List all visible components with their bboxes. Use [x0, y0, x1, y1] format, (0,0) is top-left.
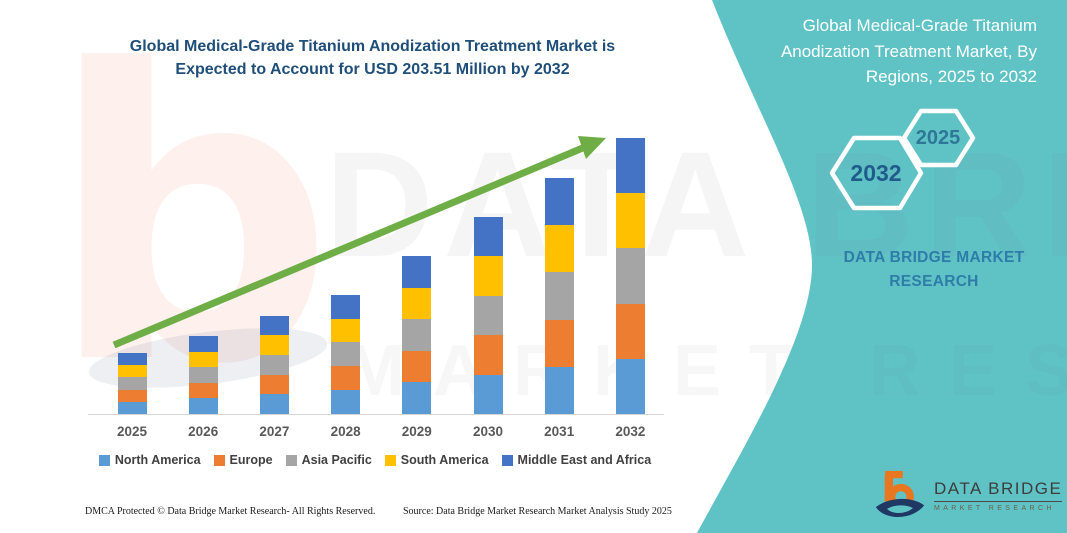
legend-swatch-icon	[501, 454, 513, 466]
bar-segment-2030-south-america	[473, 256, 503, 296]
bar-segment-2028-middle-east-and-africa	[331, 294, 361, 319]
bar-2025	[117, 352, 147, 414]
legend-item-north-america: North America	[98, 453, 201, 467]
bar-segment-2029-middle-east-and-africa	[402, 256, 432, 288]
bar-segment-2030-north-america	[473, 374, 503, 414]
bar-segment-2027-south-america	[259, 335, 289, 356]
bar-segment-2028-europe	[331, 366, 361, 391]
x-axis-label-2026: 2026	[188, 424, 219, 439]
bar-2030	[473, 216, 503, 414]
footer-source-text: Source: Data Bridge Market Research Mark…	[403, 506, 672, 517]
x-axis-label-2029: 2029	[401, 424, 432, 439]
bar-segment-2029-asia-pacific	[402, 319, 432, 351]
chart-legend: North America Europe Asia Pacific South Ame…	[75, 453, 675, 467]
bar-segment-2032-south-america	[615, 193, 645, 249]
bar-segment-2026-asia-pacific	[188, 367, 218, 383]
legend-label: Middle East and Africa	[517, 453, 652, 467]
bar-segment-2026-north-america	[188, 398, 218, 414]
bar-segment-2025-middle-east-and-africa	[117, 352, 147, 366]
footer-dmca-text: DMCA Protected © Data Bridge Market Rese…	[85, 506, 376, 517]
bar-segment-2032-asia-pacific	[615, 248, 645, 304]
legend-item-south-america: South America	[384, 453, 489, 467]
bar-2026	[188, 336, 218, 414]
company-logo-text: DATA BRIDGE MARKET RESEARCH	[934, 479, 1063, 512]
bar-segment-2028-south-america	[331, 318, 361, 343]
bar-segment-2030-middle-east-and-africa	[473, 216, 503, 257]
company-logo: DATA BRIDGE MARKET RESEARCH	[874, 468, 1063, 522]
legend-swatch-icon	[213, 454, 225, 466]
bar-segment-2029-europe	[402, 350, 432, 383]
legend-item-asia-pacific: Asia Pacific	[285, 453, 372, 467]
bar-2029	[402, 256, 432, 414]
legend-label: Europe	[229, 453, 273, 467]
bar-segment-2025-north-america	[117, 401, 147, 414]
legend-label: Asia Pacific	[301, 453, 372, 467]
hexagon-badge-2025: 2025	[900, 107, 976, 169]
chart-title: Global Medical-Grade Titanium Anodizatio…	[80, 36, 665, 81]
x-axis-label-2030: 2030	[472, 424, 504, 439]
bar-2028	[331, 294, 361, 414]
hexagon-2032-label: 2032	[850, 159, 902, 186]
legend-swatch-icon	[384, 454, 396, 466]
bar-segment-2025-south-america	[117, 365, 147, 378]
legend-item-middle-east-and-africa: Middle East and Africa	[501, 453, 652, 467]
bar-segment-2031-middle-east-and-africa	[544, 178, 574, 226]
x-axis-label-2028: 2028	[330, 424, 361, 439]
hexagon-badge-2032: 2032	[828, 134, 924, 212]
legend-label: North America	[114, 453, 201, 467]
bar-segment-2031-south-america	[544, 225, 574, 273]
side-panel-title: Global Medical-Grade Titanium Anodizatio…	[780, 16, 1037, 86]
bar-segment-2031-asia-pacific	[544, 272, 574, 320]
chart-title-line1: Global Medical-Grade Titanium Anodizatio…	[129, 38, 616, 55]
bar-2032	[615, 138, 645, 414]
bar-2027	[259, 315, 289, 414]
stacked-bar-plot-area	[88, 118, 664, 415]
hexagon-2025-label: 2025	[915, 126, 961, 149]
chart-title-line2: Expected to Account for USD 203.51 Milli…	[175, 60, 570, 78]
bar-segment-2026-south-america	[188, 351, 218, 368]
legend-swatch-icon	[98, 454, 110, 466]
bar-segment-2025-europe	[117, 389, 147, 402]
x-axis-label-2031: 2031	[544, 424, 575, 439]
bar-segment-2032-north-america	[615, 358, 645, 414]
company-logo-title: DATA BRIDGE	[934, 479, 1063, 502]
x-axis-label-2027: 2027	[259, 424, 290, 439]
bar-segment-2032-europe	[615, 303, 645, 359]
bar-segment-2031-europe	[544, 319, 574, 367]
brand-wordmark: DATA BRIDGE MARKET RESEARCH	[828, 246, 1040, 294]
bar-segment-2029-south-america	[402, 287, 432, 320]
bar-segment-2026-europe	[188, 382, 218, 399]
brand-wordmark-line1: DATA BRIDGE MARKET	[843, 249, 1025, 266]
bar-segment-2027-north-america	[259, 394, 289, 414]
brand-wordmark-line2: RESEARCH	[889, 273, 979, 291]
bar-segment-2025-asia-pacific	[117, 377, 147, 390]
bar-segment-2026-middle-east-and-africa	[188, 336, 218, 352]
bar-segment-2028-north-america	[331, 390, 361, 414]
x-axis-label-2025: 2025	[116, 424, 148, 439]
bar-segment-2027-middle-east-and-africa	[259, 315, 289, 336]
bar-segment-2030-asia-pacific	[473, 295, 503, 336]
bar-segment-2030-europe	[473, 335, 503, 375]
bar-segment-2032-middle-east-and-africa	[615, 138, 645, 194]
bar-segment-2028-asia-pacific	[331, 342, 361, 367]
x-axis-labels: 2025 2026 2027 2028 2029 2030 2031 2032	[88, 424, 664, 444]
bar-segment-2031-north-america	[544, 366, 574, 414]
legend-swatch-icon	[285, 454, 297, 466]
legend-item-europe: Europe	[213, 453, 273, 467]
hexagon-outline-icon	[829, 135, 924, 211]
dbmr-b-logo-icon	[875, 470, 925, 517]
bar-segment-2027-europe	[259, 374, 289, 395]
bar-segment-2027-asia-pacific	[259, 355, 289, 375]
x-axis-label-2032: 2032	[615, 424, 646, 439]
legend-label: South America	[400, 453, 489, 467]
bar-segment-2029-north-america	[402, 382, 432, 414]
bar-2031	[544, 178, 574, 414]
hexagon-outline-icon	[901, 108, 976, 168]
company-logo-subtitle: MARKET RESEARCH	[934, 504, 1055, 512]
